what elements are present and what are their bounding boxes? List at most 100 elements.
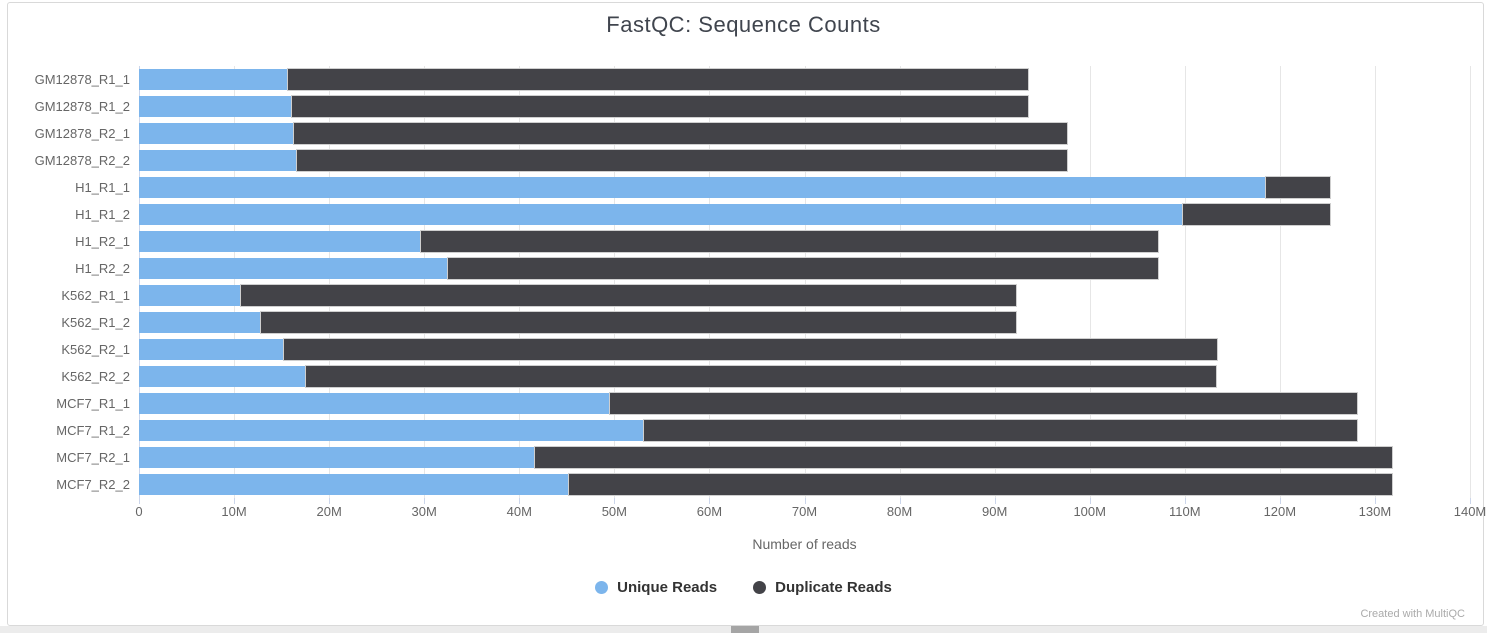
gridline-30M: [424, 66, 426, 498]
bar-row-MCF7_R1_1: [139, 390, 1470, 417]
gridline-120M: [1279, 66, 1281, 498]
gridline-110M: [1184, 66, 1186, 498]
bar-row-K562_R2_2: [139, 363, 1470, 390]
bar-duplicate-H1_R2_1[interactable]: [421, 231, 1159, 252]
bar-row-GM12878_R2_2: [139, 147, 1470, 174]
bar-duplicate-K562_R1_2[interactable]: [260, 312, 1016, 333]
bar-unique-MCF7_R1_1[interactable]: [139, 393, 610, 414]
bar-unique-K562_R1_1[interactable]: [139, 285, 241, 306]
chart-legend: Unique Reads Duplicate Reads: [0, 579, 1487, 596]
y-axis-label-MCF7_R2_1: MCF7_R2_1: [56, 450, 130, 465]
bar-unique-K562_R1_2[interactable]: [139, 312, 261, 333]
x-axis-tick: [1279, 498, 1281, 504]
bar-duplicate-GM12878_R1_1[interactable]: [288, 69, 1028, 90]
x-axis-tick: [1374, 498, 1376, 504]
gridline-80M: [899, 66, 901, 498]
x-tick-label-90M: 90M: [981, 504, 1008, 519]
y-axis-label-GM12878_R1_2: GM12878_R1_2: [34, 99, 130, 114]
x-axis-tick: [519, 498, 521, 504]
bar-row-H1_R1_1: [139, 174, 1470, 201]
x-tick-label-0: 0: [135, 504, 143, 519]
y-axis-label-MCF7_R1_2: MCF7_R1_2: [56, 423, 130, 438]
gridline-90M: [994, 66, 996, 498]
bar-duplicate-H1_R1_1[interactable]: [1265, 177, 1331, 198]
bar-unique-K562_R2_2[interactable]: [139, 366, 307, 387]
x-tick-label-10M: 10M: [221, 504, 247, 519]
bar-duplicate-MCF7_R2_2[interactable]: [568, 474, 1393, 495]
x-tick-label-140M: 140M: [1453, 504, 1487, 519]
bar-unique-K562_R2_1[interactable]: [139, 339, 285, 360]
bar-unique-GM12878_R2_2[interactable]: [139, 150, 297, 171]
bar-duplicate-K562_R2_1[interactable]: [284, 339, 1218, 360]
legend-marker-icon: [595, 581, 609, 594]
bar-duplicate-H1_R1_2[interactable]: [1182, 204, 1331, 225]
bar-duplicate-K562_R2_2[interactable]: [306, 366, 1217, 387]
bar-unique-H1_R2_1[interactable]: [139, 231, 422, 252]
bar-unique-GM12878_R1_1[interactable]: [139, 69, 289, 90]
bar-row-MCF7_R1_2: [139, 417, 1470, 444]
scrollbar-thumb[interactable]: [731, 626, 759, 633]
x-tick-label-120M: 120M: [1263, 504, 1297, 519]
x-axis-tick: [899, 498, 901, 504]
bar-unique-H1_R1_2[interactable]: [139, 204, 1183, 225]
bar-duplicate-H1_R2_2[interactable]: [447, 258, 1159, 279]
x-axis-tick: [424, 498, 426, 504]
bar-unique-MCF7_R2_1[interactable]: [139, 447, 536, 468]
gridline-100M: [1089, 66, 1091, 498]
x-tick-label-40M: 40M: [506, 504, 532, 519]
y-axis-label-H1_R2_1: H1_R2_1: [75, 234, 130, 249]
x-tick-label-110M: 110M: [1169, 504, 1201, 519]
gridline-60M: [709, 66, 711, 498]
bar-row-H1_R2_2: [139, 255, 1470, 282]
bar-duplicate-MCF7_R2_1[interactable]: [535, 447, 1393, 468]
x-axis-tick: [1184, 498, 1186, 504]
y-axis-label-K562_R1_1: K562_R1_1: [61, 288, 130, 303]
y-axis-label-GM12878_R2_2: GM12878_R2_2: [34, 153, 130, 168]
chart-title: FastQC: Sequence Counts: [606, 12, 881, 37]
x-axis-tick: [1089, 498, 1091, 504]
legend-marker-icon: [753, 581, 767, 594]
x-axis-tick: [1470, 498, 1471, 504]
x-tick-label-50M: 50M: [601, 504, 627, 519]
bar-duplicate-MCF7_R1_2[interactable]: [643, 420, 1357, 441]
bar-row-H1_R2_1: [139, 228, 1470, 255]
gridline-10M: [234, 66, 236, 498]
x-axis-tick: [994, 498, 996, 504]
legend-item-unique-reads[interactable]: Unique Reads: [595, 579, 717, 596]
multiqc-watermark: Created with MultiQC: [1360, 608, 1465, 620]
gridline-70M: [804, 66, 806, 498]
x-tick-label-30M: 30M: [411, 504, 437, 519]
bar-duplicate-MCF7_R1_1[interactable]: [609, 393, 1357, 414]
bar-unique-H1_R1_1[interactable]: [139, 177, 1266, 198]
y-axis-label-MCF7_R1_1: MCF7_R1_1: [56, 396, 130, 411]
bar-unique-MCF7_R2_2[interactable]: [139, 474, 569, 495]
bar-duplicate-K562_R1_1[interactable]: [240, 285, 1016, 306]
x-axis-tick: [804, 498, 806, 504]
bar-row-K562_R1_1: [139, 282, 1470, 309]
x-axis-tick: [709, 498, 711, 504]
legend-item-duplicate-reads[interactable]: Duplicate Reads: [753, 579, 892, 596]
bar-unique-GM12878_R2_1[interactable]: [139, 123, 294, 144]
gridline-20M: [329, 66, 331, 498]
bar-row-MCF7_R2_2: [139, 471, 1470, 498]
bar-duplicate-GM12878_R2_1[interactable]: [293, 123, 1067, 144]
bar-unique-MCF7_R1_2[interactable]: [139, 420, 644, 441]
bar-row-K562_R1_2: [139, 309, 1470, 336]
y-axis-label-MCF7_R2_2: MCF7_R2_2: [56, 477, 130, 492]
legend-label: Unique Reads: [617, 579, 718, 596]
x-axis-title: Number of reads: [752, 536, 857, 552]
bar-unique-GM12878_R1_2[interactable]: [139, 96, 293, 117]
y-axis-label-H1_R1_1: H1_R1_1: [75, 180, 130, 195]
bar-duplicate-GM12878_R2_2[interactable]: [296, 150, 1067, 171]
y-axis-label-GM12878_R2_1: GM12878_R2_1: [34, 126, 130, 141]
x-axis-tick: [139, 498, 140, 504]
y-axis-labels: GM12878_R1_1 GM12878_R1_2 GM12878_R2_1 GM12…: [0, 66, 130, 498]
bar-row-K562_R2_1: [139, 336, 1470, 363]
y-axis-label-K562_R2_1: K562_R2_1: [61, 342, 130, 357]
bar-unique-H1_R2_2[interactable]: [139, 258, 448, 279]
x-axis-tick: [614, 498, 616, 504]
bar-row-MCF7_R2_1: [139, 444, 1470, 471]
bar-duplicate-GM12878_R1_2[interactable]: [292, 96, 1028, 117]
gridline-130M: [1374, 66, 1376, 498]
horizontal-scrollbar[interactable]: [0, 626, 1487, 633]
